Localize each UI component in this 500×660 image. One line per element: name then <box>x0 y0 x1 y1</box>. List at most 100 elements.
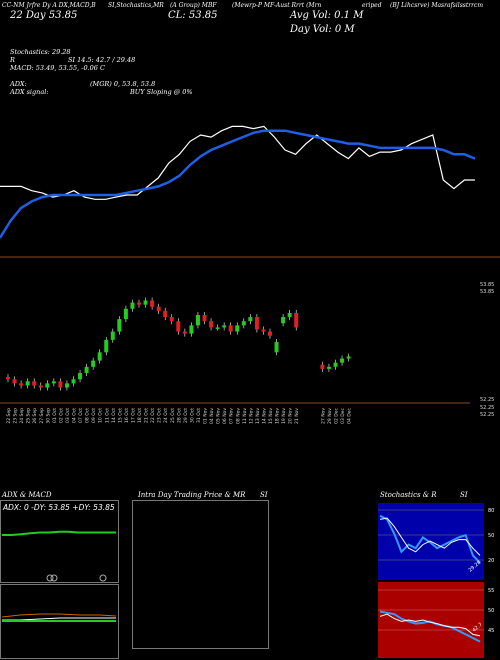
date-line: 22 Day 53.85 <box>10 10 78 21</box>
candle-body <box>117 319 122 332</box>
x-tick-label: 04 Oct <box>72 408 78 423</box>
candle-body <box>91 360 96 367</box>
moving-average-line <box>0 129 476 239</box>
candle-body <box>150 300 155 307</box>
si-background <box>378 582 484 658</box>
stoch-scale-20: 20 <box>488 558 494 564</box>
candle-body <box>209 321 214 328</box>
axis-label-right-low2: 52.25 <box>480 405 494 411</box>
si-line-white <box>379 613 481 637</box>
x-tick-label: 26 Sep <box>32 408 38 424</box>
si-scale-45: 45 <box>488 628 494 634</box>
intraday-frame <box>132 500 269 649</box>
stoch-si-panel: 80 50 20 29.28 55 50 45 42.7 <box>378 503 494 658</box>
stoch-readout: Stochastics: 29.28 <box>10 48 71 56</box>
x-tick-label: 27 Nov <box>320 408 326 424</box>
x-tick-label: 07 Oct <box>78 408 84 423</box>
x-tick-label: 21 Oct <box>144 408 150 423</box>
stoch-values: SI 14.5: 42.7 / 29.48 <box>68 56 136 64</box>
candle-body <box>281 317 286 324</box>
stoch-line-blue <box>379 514 481 564</box>
x-tick-label: 11 Nov <box>242 408 248 424</box>
adx-panel-title: ADX & MACD <box>2 491 52 499</box>
x-tick-label: 03 Dec <box>340 407 346 423</box>
header-col1: CC-NM Jrfre Dy A DX,MACD,B <box>2 2 96 9</box>
x-tick-label: 19 Nov <box>281 408 287 424</box>
adx-label: ADX: <box>10 80 27 88</box>
si-scale-50: 50 <box>488 608 494 614</box>
candle-body <box>320 364 325 369</box>
candle-body <box>333 362 338 367</box>
candle-series <box>6 297 351 391</box>
x-tick-label: 30 Sep <box>45 408 51 424</box>
macd-readout: MACD: 53.49, 53.55, -0.06 C <box>10 64 105 72</box>
adx-signal-label: ADX signal: <box>10 88 49 96</box>
x-tick-label: 07 Nov <box>229 408 235 424</box>
x-tick-label: 11 Oct <box>104 408 110 423</box>
candle-body <box>202 315 207 322</box>
x-tick-label: 24 Sep <box>19 408 25 424</box>
candle-body <box>287 312 292 318</box>
adx-marker-1 <box>46 574 54 582</box>
x-tick-label: 20 Nov <box>288 408 294 424</box>
x-tick-label: 14 Nov <box>261 408 267 424</box>
x-tick-label: 23 Oct <box>157 408 163 423</box>
adx-readout: ADX: 0 -DY: 53.85 +DY: 53.85 <box>2 503 115 512</box>
candle-body <box>104 339 109 353</box>
candle-body <box>71 379 76 384</box>
price-line <box>0 125 475 200</box>
x-tick-label: 10 Oct <box>98 408 104 423</box>
stoch-scale-80: 80 <box>488 508 494 514</box>
candle-body <box>130 302 135 309</box>
x-tick-label: 04 Nov <box>209 408 215 424</box>
candle-body <box>84 366 89 374</box>
candle-body <box>123 308 128 320</box>
candle-body <box>169 317 174 322</box>
candle-body <box>248 317 253 322</box>
header-col3: (A Group) MBF <box>170 2 217 9</box>
candle-body <box>64 383 69 388</box>
macd-histogram <box>2 620 116 622</box>
x-tick-label: 01 Nov <box>203 408 209 424</box>
adx-values: (MGR) 0, 53.8, 53.8 <box>90 80 156 88</box>
x-tick-label: 14 Oct <box>111 408 117 423</box>
candle-body <box>215 327 220 329</box>
candle-body <box>189 325 194 334</box>
candle-body <box>19 383 24 386</box>
candle-body <box>110 331 115 340</box>
si-end-label: 42.7 <box>471 622 483 634</box>
x-tick-label: 22 Sep <box>6 408 12 424</box>
x-tick-label: 03 Oct <box>65 408 71 423</box>
axis-label-right-low3: 52.25 <box>480 412 494 418</box>
intra-panel-title: Intra Day Trading Price & MR <box>138 491 246 499</box>
x-tick-label: 15 Oct <box>117 408 123 423</box>
candle-chart: 53.85 53.85 52.25 52.25 52.25 22 Sep 23 S… <box>0 282 494 424</box>
price-ma-chart <box>0 125 500 258</box>
candle-body <box>195 315 200 326</box>
candle-body <box>268 331 272 336</box>
axis-label-right-top: 53.85 <box>480 282 494 288</box>
x-tick-label: 25 Sep <box>26 408 32 424</box>
candle-body <box>12 379 17 384</box>
x-tick-label: 02 Dec <box>334 407 340 423</box>
x-tick-label: 17 Oct <box>130 408 136 423</box>
axis-label-right-mid: 53.85 <box>480 289 494 295</box>
candle-body <box>6 377 10 380</box>
candle-body <box>163 310 168 318</box>
axis-label-right-low: 52.25 <box>480 397 494 403</box>
adx-signal-text: BUY Sloping @ 0% <box>130 88 193 96</box>
candle-body <box>51 381 56 384</box>
candle-body <box>143 300 148 305</box>
x-tick-label: 16 Oct <box>124 408 130 423</box>
candle-body <box>137 302 141 305</box>
x-tick-label: 18 Oct <box>137 408 143 423</box>
candle-body <box>346 356 351 359</box>
candle-body <box>254 317 259 330</box>
adx-line <box>2 530 116 536</box>
candle-body <box>176 321 181 332</box>
candle-body <box>222 325 227 328</box>
si-line-blue <box>379 610 481 643</box>
candle-body <box>156 306 161 311</box>
stoch-scale-50: 50 <box>488 533 494 539</box>
adx-marker-2 <box>50 574 58 582</box>
